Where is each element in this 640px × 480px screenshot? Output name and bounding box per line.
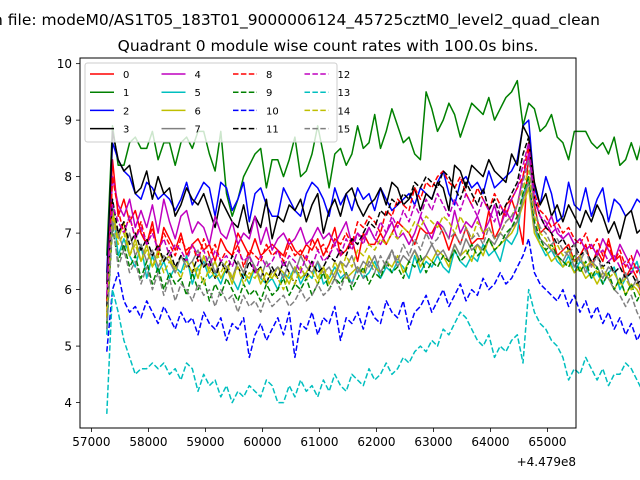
legend-label: 12 — [338, 70, 351, 81]
legend-label: 15 — [338, 125, 351, 136]
y-axis: 4 5 6 7 8 9 10 — [57, 57, 80, 410]
y-tick-label: 5 — [64, 340, 72, 354]
legend-label: 14 — [338, 106, 351, 117]
legend-label: 4 — [195, 70, 201, 81]
legend-label: 1 — [123, 88, 129, 99]
x-tick-label: 64000 — [471, 435, 509, 449]
series-line-3 — [106, 125, 640, 285]
legend-box — [84, 62, 338, 143]
legend-label: 7 — [195, 125, 201, 136]
x-axis: 57000 58000 59000 60000 61000 62000 63000 64000… — [72, 428, 567, 449]
x-tick-label: 62000 — [357, 435, 395, 449]
x-offset-label: +4.479e8 — [517, 455, 576, 469]
y-tick-label: 6 — [64, 283, 72, 297]
legend-label: 5 — [195, 88, 201, 99]
series-line-12 — [106, 141, 640, 296]
y-tick-label: 8 — [64, 170, 72, 184]
series-line-4 — [106, 153, 640, 296]
series-line-0 — [106, 147, 640, 301]
legend-label: 13 — [338, 88, 351, 99]
y-tick-label: 10 — [57, 57, 72, 71]
legend-label: 11 — [266, 125, 279, 136]
y-tick-label: 4 — [64, 396, 72, 410]
series-lines — [106, 79, 640, 414]
y-tick-label: 7 — [64, 227, 72, 241]
legend-label: 0 — [123, 70, 129, 81]
plot-frame — [79, 57, 577, 429]
legend-label: 10 — [266, 106, 279, 117]
series-line-2 — [106, 119, 640, 273]
legend-label: 6 — [195, 106, 201, 117]
x-tick-label: 61000 — [300, 435, 338, 449]
y-tick-label: 9 — [64, 114, 72, 128]
series-line-10 — [106, 238, 640, 359]
series-line-11 — [106, 136, 640, 307]
chart-title: Quadrant 0 module wise count rates with … — [118, 37, 539, 55]
series-line-9 — [106, 175, 640, 324]
series-line-14 — [106, 170, 640, 318]
x-tick-label: 60000 — [243, 435, 281, 449]
x-tick-label: 58000 — [129, 435, 167, 449]
legend-label: 2 — [123, 106, 129, 117]
series-line-15 — [106, 158, 640, 330]
legend-label: 9 — [266, 88, 272, 99]
legend-label: 3 — [123, 125, 129, 136]
file-title: n file: modeM0/AS1T05_183T01_9000006124_… — [0, 11, 600, 30]
x-tick-label: 65000 — [528, 435, 566, 449]
x-tick-label: 59000 — [186, 435, 224, 449]
legend-label: 8 — [266, 70, 272, 81]
series-line-13 — [106, 288, 640, 414]
x-tick-label: 63000 — [414, 435, 452, 449]
x-tick-label: 57000 — [72, 435, 110, 449]
